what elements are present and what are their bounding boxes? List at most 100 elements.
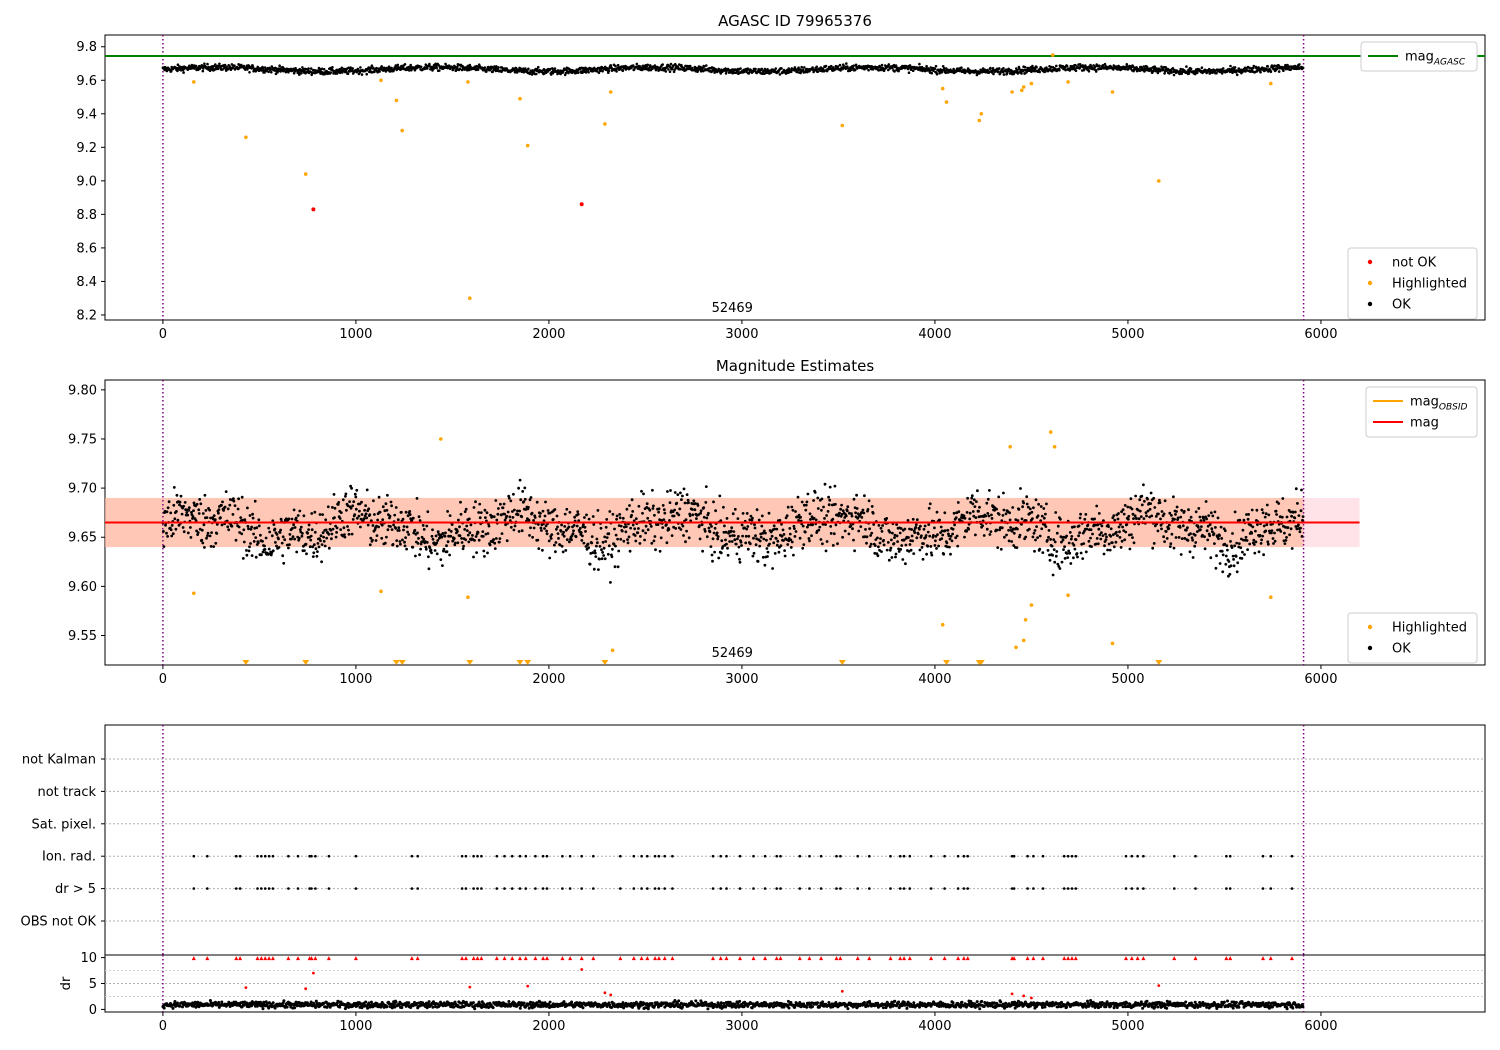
estimates-ok-point xyxy=(702,515,706,519)
estimates-ok-point xyxy=(189,526,192,529)
flag-marker xyxy=(929,854,933,858)
flag-marker xyxy=(534,887,537,890)
estimates-ok-point xyxy=(263,548,267,551)
flag-marker xyxy=(619,854,622,858)
estimates-ok-point xyxy=(792,553,795,557)
estimates-ok-point xyxy=(1004,512,1008,516)
estimates-ok-point xyxy=(565,538,569,542)
agasc-ok-point xyxy=(845,62,848,65)
agasc-ok-point xyxy=(1273,64,1276,67)
agasc-ok-point xyxy=(680,65,684,69)
estimates-ok-point xyxy=(1137,517,1141,521)
estimates-ok-point xyxy=(804,503,808,507)
estimates-ok-point xyxy=(1229,540,1232,543)
flag-marker xyxy=(256,854,259,858)
estimates-ok-point xyxy=(390,504,393,508)
estimates-ok-point xyxy=(357,514,361,518)
estimates-ok-point xyxy=(707,526,711,530)
estimates-ok-point xyxy=(852,538,855,542)
agasc-ok-point xyxy=(1208,72,1211,75)
estimates-ok-point xyxy=(326,505,330,509)
flag-marker xyxy=(476,887,479,890)
agasc-ytick-label: 9.8 xyxy=(76,40,97,55)
estimates-ok-point xyxy=(1197,507,1201,510)
agasc-ok-point xyxy=(1078,63,1082,66)
flag-marker xyxy=(808,854,811,858)
estimates-ok-point xyxy=(1180,508,1184,512)
estimates-ok-point xyxy=(611,547,614,551)
estimates-ok-point xyxy=(689,519,693,523)
estimates-ok-point xyxy=(804,508,808,512)
estimates-ok-point xyxy=(336,503,340,506)
estimates-ok-point xyxy=(536,523,540,526)
estimates-ok-point xyxy=(404,510,408,514)
flag-marker xyxy=(460,887,464,890)
flag-marker xyxy=(1225,887,1228,890)
estimates-ok-point xyxy=(485,511,489,515)
flag-marker xyxy=(464,887,468,890)
flag-marker xyxy=(1290,854,1294,858)
estimates-ok-point xyxy=(660,519,664,522)
estimates-ok-point xyxy=(539,526,543,530)
estimates-ok-point xyxy=(359,525,362,529)
agasc-ok-point xyxy=(908,64,912,67)
estimates-ok-point xyxy=(834,502,837,506)
estimates-ok-point xyxy=(182,504,186,508)
agasc-ok-point xyxy=(907,71,911,74)
flag-marker xyxy=(653,854,657,858)
estimates-ok-point xyxy=(166,535,170,538)
agasc-bottom-legend-swatch xyxy=(1367,301,1373,307)
estimates-ok-point xyxy=(782,539,785,542)
estimates-ok-point xyxy=(630,513,633,517)
estimates-ok-point xyxy=(612,542,616,546)
estimates-ok-point xyxy=(162,545,166,548)
estimates-ok-point xyxy=(749,514,753,518)
estimates-ok-point xyxy=(345,508,348,512)
estimates-ok-point xyxy=(821,542,824,546)
estimates-ok-point xyxy=(615,514,619,518)
estimates-ok-point xyxy=(407,533,411,536)
estimates-ok-point xyxy=(1123,504,1127,507)
estimates-ok-point xyxy=(712,500,715,504)
flag-marker xyxy=(808,887,811,890)
estimates-ok-point xyxy=(585,513,588,517)
flag-marker xyxy=(856,854,859,858)
agasc-ok-point xyxy=(1100,67,1103,70)
estimates-ok-point xyxy=(672,525,675,529)
estimates-ok-point xyxy=(573,515,576,519)
agasc-xtick-label: 2000 xyxy=(532,327,565,342)
agasc-ok-point xyxy=(664,70,668,73)
estimates-ok-point xyxy=(1081,557,1085,560)
agasc-ok-point xyxy=(380,65,384,68)
estimates-ok-point xyxy=(511,516,515,519)
estimates-ok-point xyxy=(1096,542,1100,546)
estimates-ok-point xyxy=(676,493,680,496)
estimates-ok-point xyxy=(665,523,668,527)
agasc-highlighted-point xyxy=(244,135,248,140)
estimates-ok-point xyxy=(698,537,702,541)
estimates-ok-point xyxy=(1175,510,1178,513)
agasc-ok-point xyxy=(358,71,362,74)
agasc-ok-point xyxy=(897,69,900,73)
estimates-ok-point xyxy=(1263,515,1267,519)
estimates-ok-point xyxy=(403,544,407,548)
estimates-ok-point xyxy=(831,544,835,547)
estimates-ok-point xyxy=(1240,557,1244,560)
estimates-ok-point xyxy=(344,492,348,496)
agasc-ok-point xyxy=(991,67,995,70)
estimates-ok-point xyxy=(299,525,303,529)
estimates-ok-point xyxy=(1231,554,1235,558)
estimates-ok-point xyxy=(608,510,612,513)
estimates-ok-point xyxy=(1118,530,1121,534)
estimates-ok-point xyxy=(195,502,199,506)
estimates-ok-point xyxy=(164,523,167,527)
estimates-ok-point xyxy=(347,532,351,536)
estimates-ok-point xyxy=(985,527,989,531)
agasc-highlighted-point xyxy=(979,112,984,116)
estimates-ok-point xyxy=(1087,539,1091,543)
estimates-ok-point xyxy=(354,495,358,499)
estimates-ok-point xyxy=(686,498,690,502)
estimates-ok-point xyxy=(802,503,806,507)
estimates-ok-point xyxy=(932,534,935,537)
